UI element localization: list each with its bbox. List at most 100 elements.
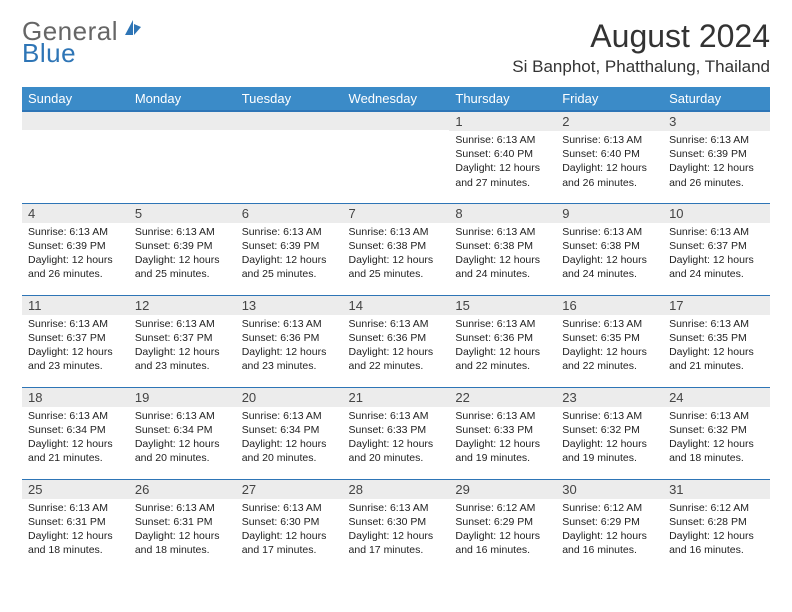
location-subtitle: Si Banphot, Phatthalung, Thailand [512,57,770,77]
day-details: Sunrise: 6:13 AMSunset: 6:37 PMDaylight:… [663,223,770,286]
sunset-text: Sunset: 6:33 PM [455,423,550,437]
day-number: 15 [449,296,556,315]
daylight-text: Daylight: 12 hours and 26 minutes. [28,253,123,281]
calendar-week: 11Sunrise: 6:13 AMSunset: 6:37 PMDayligh… [22,295,770,387]
day-number: 26 [129,480,236,499]
calendar-cell: 8Sunrise: 6:13 AMSunset: 6:38 PMDaylight… [449,203,556,295]
daylight-text: Daylight: 12 hours and 24 minutes. [455,253,550,281]
day-details: Sunrise: 6:13 AMSunset: 6:37 PMDaylight:… [22,315,129,378]
day-number: 12 [129,296,236,315]
calendar-cell: 18Sunrise: 6:13 AMSunset: 6:34 PMDayligh… [22,387,129,479]
sunset-text: Sunset: 6:35 PM [669,331,764,345]
day-number: 21 [343,388,450,407]
sunrise-text: Sunrise: 6:13 AM [349,501,444,515]
day-number: 5 [129,204,236,223]
day-number: 11 [22,296,129,315]
sunrise-text: Sunrise: 6:13 AM [135,317,230,331]
daylight-text: Daylight: 12 hours and 26 minutes. [669,161,764,189]
day-details: Sunrise: 6:12 AMSunset: 6:29 PMDaylight:… [449,499,556,562]
day-number: 16 [556,296,663,315]
day-number: 8 [449,204,556,223]
sunrise-text: Sunrise: 6:13 AM [135,501,230,515]
day-details: Sunrise: 6:13 AMSunset: 6:32 PMDaylight:… [663,407,770,470]
calendar-cell [236,111,343,203]
daylight-text: Daylight: 12 hours and 20 minutes. [349,437,444,465]
day-details: Sunrise: 6:13 AMSunset: 6:33 PMDaylight:… [343,407,450,470]
day-details: Sunrise: 6:13 AMSunset: 6:32 PMDaylight:… [556,407,663,470]
sunrise-text: Sunrise: 6:13 AM [669,225,764,239]
daylight-text: Daylight: 12 hours and 27 minutes. [455,161,550,189]
calendar-cell: 12Sunrise: 6:13 AMSunset: 6:37 PMDayligh… [129,295,236,387]
day-details: Sunrise: 6:13 AMSunset: 6:37 PMDaylight:… [129,315,236,378]
day-number: 18 [22,388,129,407]
daylight-text: Daylight: 12 hours and 25 minutes. [349,253,444,281]
daylight-text: Daylight: 12 hours and 23 minutes. [28,345,123,373]
calendar-cell: 1Sunrise: 6:13 AMSunset: 6:40 PMDaylight… [449,111,556,203]
daylight-text: Daylight: 12 hours and 22 minutes. [562,345,657,373]
calendar-cell: 10Sunrise: 6:13 AMSunset: 6:37 PMDayligh… [663,203,770,295]
day-number: 10 [663,204,770,223]
sunrise-text: Sunrise: 6:12 AM [669,501,764,515]
calendar-cell: 30Sunrise: 6:12 AMSunset: 6:29 PMDayligh… [556,479,663,571]
sunrise-text: Sunrise: 6:13 AM [242,501,337,515]
sunset-text: Sunset: 6:40 PM [562,147,657,161]
sunset-text: Sunset: 6:36 PM [349,331,444,345]
calendar-cell: 2Sunrise: 6:13 AMSunset: 6:40 PMDaylight… [556,111,663,203]
calendar-cell: 29Sunrise: 6:12 AMSunset: 6:29 PMDayligh… [449,479,556,571]
daylight-text: Daylight: 12 hours and 17 minutes. [242,529,337,557]
sunset-text: Sunset: 6:28 PM [669,515,764,529]
sunset-text: Sunset: 6:36 PM [242,331,337,345]
day-details: Sunrise: 6:13 AMSunset: 6:35 PMDaylight:… [663,315,770,378]
empty-daynum-bar [343,112,450,130]
day-details: Sunrise: 6:13 AMSunset: 6:40 PMDaylight:… [556,131,663,194]
daylight-text: Daylight: 12 hours and 24 minutes. [669,253,764,281]
day-number: 28 [343,480,450,499]
day-details: Sunrise: 6:13 AMSunset: 6:39 PMDaylight:… [129,223,236,286]
calendar-cell: 26 Sunrise: 6:13 AMSunset: 6:31 PMDayligh… [129,479,236,571]
daylight-text: Daylight: 12 hours and 20 minutes. [135,437,230,465]
sunrise-text: Sunrise: 6:13 AM [135,409,230,423]
day-header: Thursday [449,87,556,111]
daylight-text: Daylight: 12 hours and 24 minutes. [562,253,657,281]
daylight-text: Daylight: 12 hours and 26 minutes. [562,161,657,189]
sunset-text: Sunset: 6:38 PM [455,239,550,253]
sunset-text: Sunset: 6:31 PM [135,515,230,529]
calendar-cell: 25Sunrise: 6:13 AMSunset: 6:31 PMDayligh… [22,479,129,571]
day-number: 25 [22,480,129,499]
sunset-text: Sunset: 6:38 PM [562,239,657,253]
day-number: 29 [449,480,556,499]
sunrise-text: Sunrise: 6:13 AM [242,317,337,331]
day-details: Sunrise: 6:13 AMSunset: 6:30 PMDaylight:… [343,499,450,562]
daylight-text: Daylight: 12 hours and 18 minutes. [135,529,230,557]
calendar-cell: 19Sunrise: 6:13 AMSunset: 6:34 PMDayligh… [129,387,236,479]
sail-icon [122,18,144,38]
calendar-cell: 27Sunrise: 6:13 AMSunset: 6:30 PMDayligh… [236,479,343,571]
day-header: Friday [556,87,663,111]
daylight-text: Daylight: 12 hours and 23 minutes. [242,345,337,373]
calendar-cell: 13Sunrise: 6:13 AMSunset: 6:36 PMDayligh… [236,295,343,387]
sunset-text: Sunset: 6:37 PM [669,239,764,253]
sunrise-text: Sunrise: 6:13 AM [28,225,123,239]
day-number: 3 [663,112,770,131]
daylight-text: Daylight: 12 hours and 18 minutes. [28,529,123,557]
day-details: Sunrise: 6:13 AMSunset: 6:33 PMDaylight:… [449,407,556,470]
calendar-cell: 3Sunrise: 6:13 AMSunset: 6:39 PMDaylight… [663,111,770,203]
day-number: 7 [343,204,450,223]
daylight-text: Daylight: 12 hours and 21 minutes. [669,345,764,373]
day-number: 31 [663,480,770,499]
sunrise-text: Sunrise: 6:13 AM [562,225,657,239]
calendar-body: 1Sunrise: 6:13 AMSunset: 6:40 PMDaylight… [22,111,770,571]
daylight-text: Daylight: 12 hours and 22 minutes. [455,345,550,373]
day-number: 19 [129,388,236,407]
sunset-text: Sunset: 6:33 PM [349,423,444,437]
daylight-text: Daylight: 12 hours and 19 minutes. [455,437,550,465]
calendar-cell [343,111,450,203]
sunrise-text: Sunrise: 6:13 AM [455,409,550,423]
day-number: 1 [449,112,556,131]
daylight-text: Daylight: 12 hours and 25 minutes. [135,253,230,281]
day-details: Sunrise: 6:13 AMSunset: 6:31 PMDaylight:… [22,499,129,562]
daylight-text: Daylight: 12 hours and 23 minutes. [135,345,230,373]
day-details: Sunrise: 6:13 AMSunset: 6:38 PMDaylight:… [343,223,450,286]
sunset-text: Sunset: 6:30 PM [242,515,337,529]
empty-daynum-bar [236,112,343,130]
